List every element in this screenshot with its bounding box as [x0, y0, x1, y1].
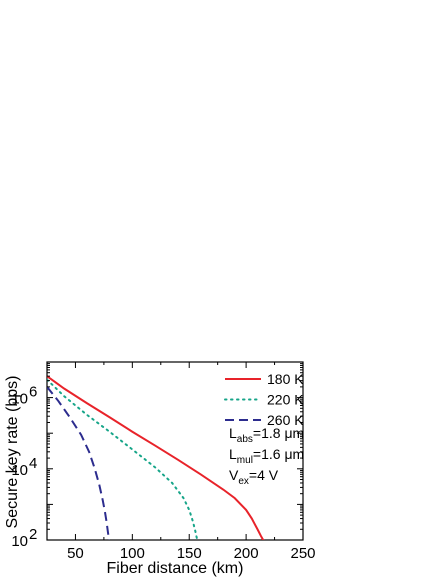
x-tick-label: 150: [177, 545, 202, 562]
y-tick-exponent: 6: [29, 384, 37, 401]
series-line-260k: [47, 386, 111, 540]
legend-label: 220 K: [267, 392, 304, 408]
y-tick-label: 10: [11, 533, 28, 550]
x-tick-label: 250: [290, 545, 315, 562]
legend-label: 260 K: [267, 412, 304, 428]
x-axis-title: Fiber distance (km): [107, 560, 244, 577]
series-layer: [47, 375, 265, 540]
y-tick-label: 10: [11, 391, 28, 408]
plot-frame: [46, 361, 304, 541]
y-tick-label: 10: [11, 462, 28, 479]
y-tick-exponent: 4: [29, 455, 37, 472]
x-tick-label: 200: [234, 545, 259, 562]
legend: 180 K 220 K 260 K: [224, 371, 304, 428]
y-axis-title: Secure key rate (bps): [4, 376, 21, 529]
x-tick-label: 100: [120, 545, 145, 562]
y-tick-exponent: 2: [29, 526, 37, 543]
x-tick-label: 50: [67, 545, 84, 562]
plot-border: [46, 361, 304, 541]
parameter-label: Lmul=1.6 μm: [229, 446, 304, 466]
parameter-label: Vex=4 V: [229, 467, 279, 487]
legend-label: 180 K: [267, 371, 304, 387]
parameter-label: Labs=1.8 μm: [229, 425, 304, 445]
series-line-220k: [47, 378, 199, 540]
series-line-180k: [47, 375, 265, 540]
